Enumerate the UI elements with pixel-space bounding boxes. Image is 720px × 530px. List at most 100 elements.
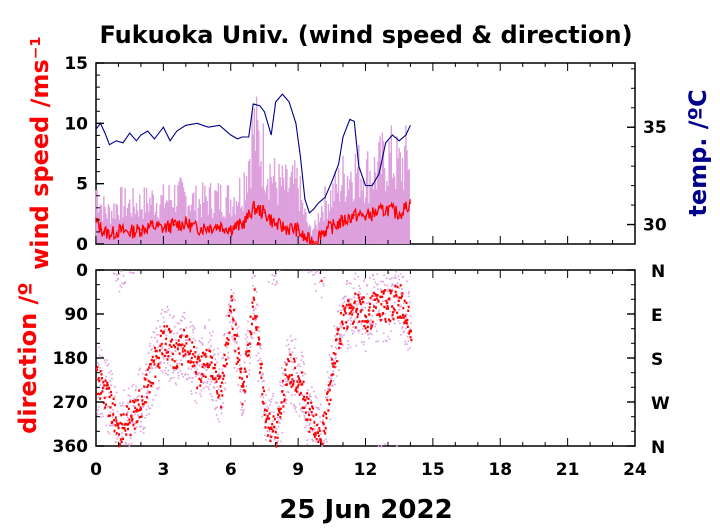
direction-mean-point [213,377,216,381]
direction-gust-point [370,333,373,336]
direction-gust-point [347,340,349,342]
direction-mean-point [99,369,102,373]
direction-gust-point [305,403,308,405]
direction-gust-point [308,411,310,414]
direction-gust-point [304,426,306,429]
direction-gust-point [334,346,337,349]
direction-mean-point [378,315,381,318]
direction-gust-point [358,329,361,332]
direction-mean-point [402,306,405,310]
direction-mean-point [119,421,122,425]
direction-gust-point [408,291,410,293]
direction-gust-point [243,371,245,373]
direction-mean-point [210,361,213,364]
direction-gust-point [189,325,192,328]
direction-gust-point [242,390,244,393]
direction-mean-point [135,410,138,413]
direction-gust-point [352,311,355,314]
direction-gust-point [288,351,291,353]
direction-mean-point [100,376,103,380]
direction-gust-point [179,328,181,331]
direction-gust-point [373,295,376,298]
direction-gust-point [335,348,338,350]
direction-mean-point [354,292,357,296]
direction-mean-point [179,336,182,339]
direction-mean-point [356,315,359,319]
direction-gust-point [156,341,159,343]
direction-gust-point [257,380,260,382]
direction-gust-point [167,309,170,311]
direction-gust-point [210,334,213,337]
direction-gust-point [357,331,360,333]
direction-gust-point [358,291,360,293]
direction-gust-point [98,346,101,348]
direction-mean-point [112,413,115,416]
direction-mean-point [153,359,156,362]
direction-mean-point [400,316,403,319]
direction-gust-point [129,271,131,274]
speed-tick-label: 5 [76,175,88,195]
direction-mean-point [338,342,341,345]
direction-mean-point [387,318,390,321]
direction-gust-point [133,422,135,425]
direction-gust-point [388,323,391,326]
direction-mean-point [375,297,378,300]
direction-gust-point [170,351,173,354]
direction-gust-point [284,361,286,363]
direction-gust-point [135,385,137,388]
direction-mean-point [178,343,181,346]
direction-mean-point [301,406,304,409]
direction-mean-point [268,417,271,420]
direction-mean-point [314,431,317,435]
direction-gust-point [382,340,385,343]
direction-mean-point [278,408,281,412]
direction-mean-point [187,359,190,363]
direction-mean-point [285,383,288,386]
direction-mean-point [296,385,299,388]
direction-gust-point [97,396,100,398]
direction-gust-point [227,311,230,314]
direction-mean-point [347,303,350,307]
direction-mean-point [222,377,225,381]
direction-mean-point [363,324,366,328]
direction-mean-point [367,320,370,323]
direction-mean-point [329,382,332,385]
direction-mean-point [183,344,186,348]
direction-mean-point [329,398,332,402]
direction-mean-point [284,373,287,377]
direction-mean-point [99,397,102,400]
direction-mean-point [219,375,222,378]
direction-gust-point [346,305,349,308]
direction-mean-point [177,339,180,342]
direction-gust-point [286,339,289,342]
direction-gust-point [104,388,106,390]
direction-mean-point [343,308,346,311]
direction-mean-point [282,393,285,397]
direction-mean-point [164,342,167,346]
direction-gust-point [385,277,388,280]
direction-gust-point [268,399,271,402]
direction-gust-point [371,299,374,301]
direction-mean-point [179,343,182,347]
direction-gust-point [205,365,208,367]
direction-mean-point [245,350,248,353]
direction-gust-point [279,381,281,383]
direction-gust-point [194,367,196,369]
direction-mean-point [196,386,199,390]
direction-gust-point [119,402,121,405]
direction-tick-label: 270 [53,393,89,413]
direction-mean-point [175,364,178,368]
direction-mean-point [305,418,308,421]
direction-gust-point [333,373,335,376]
direction-gust-point [408,295,410,298]
direction-gust-point [363,341,365,343]
direction-gust-point [340,347,342,349]
direction-gust-point [224,382,227,384]
direction-mean-point [374,298,377,301]
direction-mean-point [323,411,326,414]
direction-gust-point [173,326,176,328]
direction-mean-point [240,367,243,370]
direction-gust-point [269,434,272,436]
direction-mean-point [279,415,282,419]
direction-gust-point [142,406,145,408]
